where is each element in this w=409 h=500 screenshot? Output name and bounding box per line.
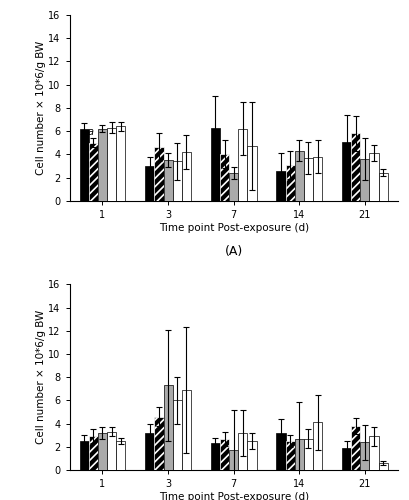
Bar — [219, 154, 229, 200]
Bar — [172, 161, 182, 200]
Bar — [341, 142, 350, 201]
X-axis label: Time point Post-exposure (d): Time point Post-exposure (d) — [158, 222, 308, 232]
Bar — [163, 160, 172, 200]
Bar — [229, 450, 238, 470]
Bar — [172, 400, 182, 470]
Bar — [238, 433, 247, 470]
Bar — [312, 156, 321, 200]
Bar — [369, 153, 378, 200]
Bar — [303, 438, 312, 470]
Bar — [79, 128, 88, 200]
Bar — [276, 433, 285, 470]
Bar — [145, 433, 154, 470]
Bar — [238, 128, 247, 200]
Bar — [116, 126, 125, 200]
Bar — [350, 426, 360, 470]
Bar — [341, 448, 350, 470]
Bar — [312, 422, 321, 470]
Text: (A): (A) — [224, 245, 242, 258]
Bar — [378, 463, 387, 470]
Bar — [154, 416, 163, 470]
Bar — [360, 442, 369, 470]
Bar — [98, 128, 107, 200]
Bar — [378, 173, 387, 201]
Bar — [107, 432, 116, 470]
Bar — [369, 436, 378, 470]
Bar — [276, 170, 285, 200]
Text: a: a — [88, 127, 93, 137]
Y-axis label: Cell number × 10*6/g BW: Cell number × 10*6/g BW — [36, 310, 45, 444]
Bar — [145, 166, 154, 200]
Bar — [285, 441, 294, 470]
Bar — [247, 146, 256, 201]
Bar — [294, 151, 303, 200]
Bar — [163, 386, 172, 470]
Bar — [360, 159, 369, 200]
Bar — [88, 436, 98, 470]
Bar — [182, 390, 191, 470]
Bar — [79, 441, 88, 470]
Bar — [210, 128, 219, 200]
Bar — [229, 173, 238, 201]
Bar — [154, 148, 163, 201]
Bar — [350, 134, 360, 200]
Bar — [285, 164, 294, 200]
Bar — [294, 438, 303, 470]
Bar — [210, 444, 219, 470]
Bar — [88, 142, 98, 201]
Bar — [303, 158, 312, 200]
Bar — [116, 441, 125, 470]
Y-axis label: Cell number × 10*6/g BW: Cell number × 10*6/g BW — [36, 40, 45, 175]
Bar — [182, 152, 191, 200]
Bar — [98, 433, 107, 470]
X-axis label: Time point Post-exposure (d): Time point Post-exposure (d) — [158, 492, 308, 500]
Bar — [219, 438, 229, 470]
Bar — [247, 441, 256, 470]
Bar — [107, 128, 116, 200]
